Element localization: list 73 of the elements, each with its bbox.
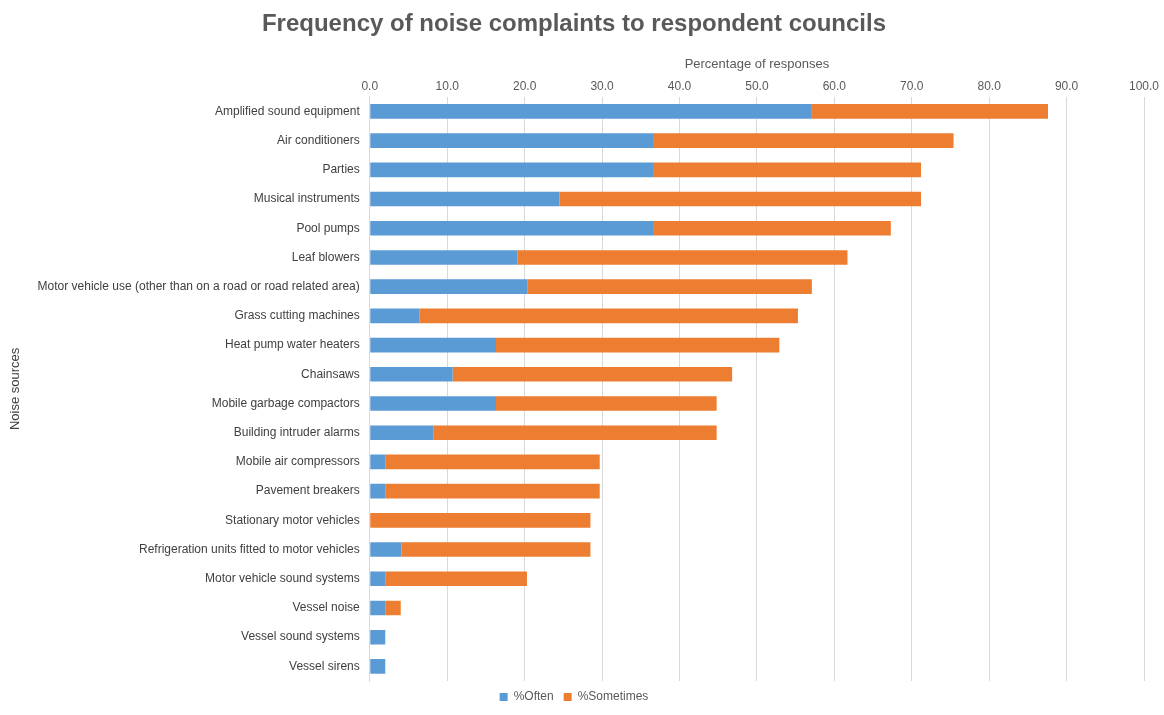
bar — [527, 279, 812, 294]
bar — [433, 425, 717, 441]
legend-label: %Often — [513, 689, 554, 704]
y-axis-title: Noise sources — [7, 347, 23, 431]
chart-title: Frequency of noise complaints to respondent councils — [261, 9, 887, 37]
x-tick-label: 10.0 — [435, 78, 460, 93]
bar — [370, 337, 496, 353]
bar — [370, 133, 654, 148]
y-tick-label: Air conditioners — [277, 132, 360, 147]
bar — [370, 600, 386, 616]
y-tick-label: Stationary motor vehicles — [225, 512, 360, 527]
bar — [419, 308, 798, 324]
y-tick-label: Refrigeration units fitted to motor vehicles — [139, 541, 360, 556]
x-tick-label: 90.0 — [1054, 78, 1079, 93]
bar — [370, 104, 812, 119]
x-tick-label: 40.0 — [667, 78, 692, 93]
y-tick-label: Mobile air compressors — [235, 454, 360, 469]
y-tick-label: Motor vehicle sound systems — [205, 571, 360, 586]
y-tick-label: Building intruder alarms — [233, 425, 360, 440]
x-tick-label: 30.0 — [590, 78, 615, 93]
x-tick-label: 0.0 — [361, 78, 379, 93]
bar — [370, 191, 560, 207]
bar — [370, 308, 420, 324]
x-axis-title: Percentage of responses — [684, 56, 830, 72]
bar — [559, 191, 922, 207]
bar — [653, 133, 954, 148]
bar — [370, 659, 386, 674]
x-tick-label: 60.0 — [822, 78, 847, 93]
bar — [370, 396, 496, 411]
bar — [370, 629, 386, 645]
x-tick-label: 80.0 — [977, 78, 1002, 93]
legend-label: %Sometimes — [577, 689, 649, 704]
y-tick-label: Grass cutting machines — [234, 308, 360, 323]
y-tick-label: Parties — [322, 162, 360, 177]
bar — [452, 366, 733, 382]
bar — [385, 600, 401, 616]
y-tick-label: Vessel noise — [292, 600, 361, 615]
bar — [495, 337, 780, 353]
y-tick-label: Heat pump water heaters — [225, 337, 360, 352]
y-tick-label: Musical instruments — [253, 191, 360, 206]
bar — [370, 483, 386, 499]
bar — [370, 542, 402, 557]
y-tick-label: Vessel sirens — [289, 658, 360, 673]
x-tick-label: 50.0 — [745, 78, 769, 93]
x-tick-label: 100.0 — [1128, 78, 1160, 93]
bar — [385, 571, 527, 587]
x-tick-label: 70.0 — [900, 78, 924, 93]
y-tick-label: Mobile garbage compactors — [211, 395, 360, 410]
y-tick-label: Amplified sound equipment — [215, 103, 361, 118]
bar — [370, 162, 654, 178]
bar — [370, 250, 518, 265]
bar — [370, 220, 654, 236]
x-tick-label: 20.0 — [512, 78, 537, 93]
bar — [653, 220, 891, 236]
bar — [370, 454, 386, 470]
bar — [370, 366, 453, 382]
bar — [401, 542, 591, 557]
bar — [385, 483, 600, 499]
y-tick-label: Motor vehicle use (other than on a road or road related area) — [37, 278, 360, 293]
bar — [517, 250, 848, 265]
bar — [370, 571, 386, 587]
y-tick-label: Pavement breakers — [255, 483, 360, 498]
bar — [370, 425, 434, 441]
bar — [370, 513, 591, 528]
y-tick-label: Vessel sound systems — [241, 629, 360, 644]
y-tick-label: Leaf blowers — [291, 249, 360, 264]
bar — [370, 279, 528, 294]
y-tick-label: Pool pumps — [296, 220, 360, 235]
bar — [653, 162, 922, 178]
y-tick-label: Chainsaws — [301, 366, 360, 381]
bar — [811, 104, 1048, 119]
bar — [385, 454, 600, 470]
bar — [495, 396, 717, 411]
